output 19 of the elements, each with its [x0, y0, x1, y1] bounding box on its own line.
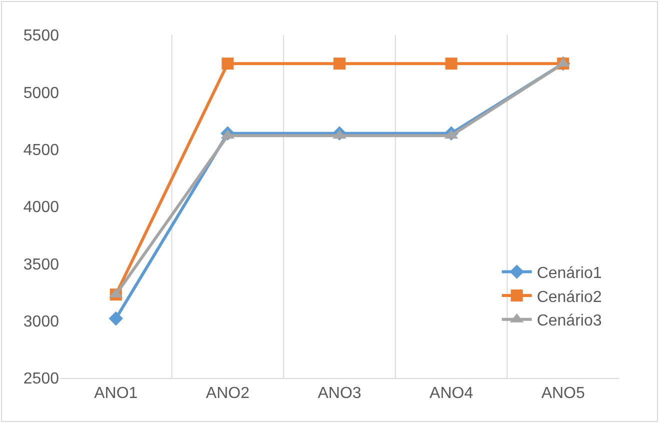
- x-tick-label: ANO2: [206, 385, 250, 402]
- legend-label: Cenário2: [536, 288, 602, 306]
- legend-label: Cenário1: [536, 264, 602, 282]
- point: [334, 58, 346, 70]
- x-tick-label: ANO4: [430, 385, 474, 402]
- x-tick-label: ANO3: [318, 385, 362, 402]
- y-tick-label: 5500: [23, 28, 60, 45]
- x-tick-label: ANO5: [541, 385, 585, 402]
- point: [108, 311, 124, 326]
- y-tick-label: 4000: [23, 199, 60, 216]
- y-tick-label: 2500: [23, 370, 60, 388]
- y-tick-label: 3000: [23, 313, 60, 330]
- y-tick-label: 3500: [23, 256, 60, 274]
- x-tick-label: ANO1: [94, 385, 138, 402]
- point: [222, 58, 234, 70]
- y-tick-label: 4500: [23, 142, 60, 159]
- y-tick-label: 5000: [23, 84, 60, 102]
- point: [445, 58, 458, 70]
- legend-label: Cenário3: [536, 312, 602, 330]
